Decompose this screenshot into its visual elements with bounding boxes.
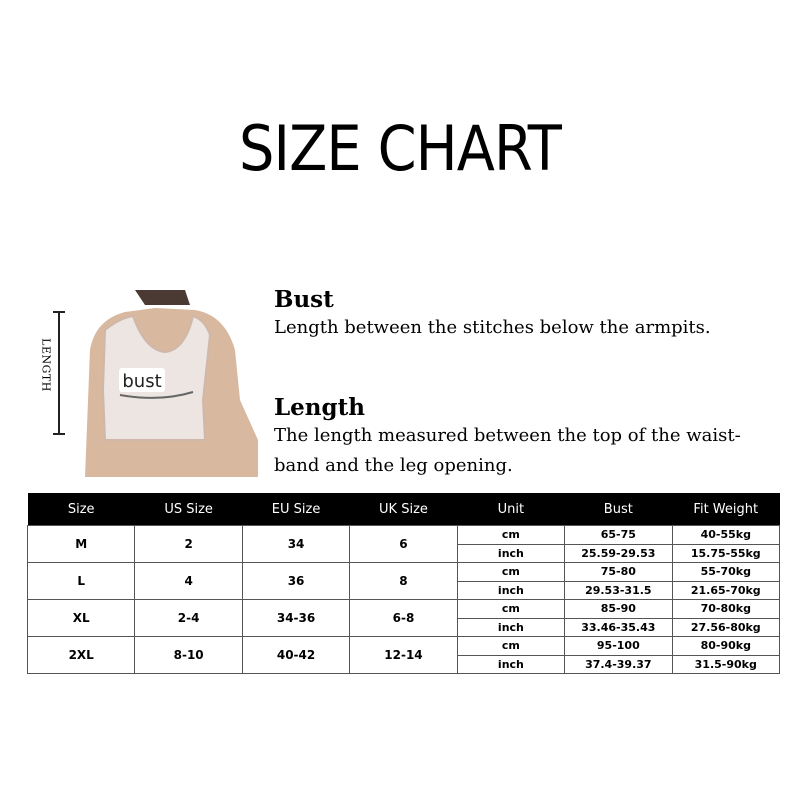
bust-cell: 29.53-31.5: [564, 580, 673, 600]
size-cell: M: [26, 525, 136, 563]
column-header: UK Size: [349, 493, 458, 526]
us-size-cell: 8-10: [134, 636, 243, 674]
product-photo: bust: [75, 290, 258, 477]
column-header: Fit Weight: [672, 493, 780, 526]
length-text-line1: The length measured between the top of t…: [274, 425, 741, 446]
uk-size-cell: 8: [349, 562, 458, 600]
size-cell: L: [26, 562, 136, 600]
unit-cell: cm: [456, 525, 566, 545]
table-row: inch 29.53-31.5 21.65-70kg: [28, 580, 781, 600]
length-heading: Length: [274, 394, 365, 421]
bust-cell: 65-75: [564, 525, 673, 545]
bust-label: bust: [122, 371, 161, 392]
bust-cell: 85-90: [564, 599, 673, 619]
weight-cell: 31.5-90kg: [671, 654, 781, 674]
unit-cell: inch: [456, 617, 566, 637]
column-header: Unit: [457, 493, 565, 526]
column-header: Bust: [564, 493, 673, 526]
size-table: Size US Size EU Size UK Size Unit Bust Fit Wei…: [26, 493, 781, 674]
uk-size-cell: 6-8: [349, 599, 458, 637]
table-row: M 2 34 6 cm 65-75 40-55kg: [26, 525, 781, 563]
size-cell: 2XL: [26, 636, 136, 674]
us-size-cell: 2: [134, 525, 243, 563]
weight-cell: 55-70kg: [671, 562, 781, 582]
column-header: US Size: [134, 493, 243, 526]
bust-heading: Bust: [274, 286, 334, 313]
bust-cell: 95-100: [564, 636, 673, 656]
table-row: inch 37.4-39.37 31.5-90kg: [28, 654, 781, 674]
unit-cell: cm: [456, 636, 566, 656]
bust-cell: 37.4-39.37: [564, 654, 673, 674]
eu-size-cell: 36: [241, 562, 351, 600]
length-text-line2: band and the leg opening.: [274, 455, 513, 476]
unit-cell: inch: [456, 654, 566, 674]
table-row: XL 2-4 34-36 6-8 cm 85-90 70-80kg: [26, 599, 781, 637]
eu-size-cell: 34-36: [241, 599, 351, 637]
unit-cell: cm: [456, 562, 566, 582]
length-measure-line: [53, 311, 65, 435]
eu-size-cell: 40-42: [241, 636, 351, 674]
bust-text: Length between the stitches below the ar…: [274, 317, 711, 338]
bust-cell: 75-80: [564, 562, 673, 582]
table-row: 2XL 8-10 40-42 12-14 cm 95-100 80-90kg: [26, 636, 781, 674]
table-row: inch 25.59-29.53 15.75-55kg: [28, 543, 781, 563]
table-row: L 4 36 8 cm 75-80 55-70kg: [26, 562, 781, 600]
uk-size-cell: 12-14: [349, 636, 458, 674]
size-cell: XL: [26, 599, 136, 637]
weight-cell: 40-55kg: [671, 525, 781, 545]
column-header: EU Size: [242, 493, 350, 526]
column-header: Size: [27, 493, 135, 526]
unit-cell: cm: [456, 599, 566, 619]
us-size-cell: 2-4: [134, 599, 243, 637]
weight-cell: 80-90kg: [671, 636, 781, 656]
weight-cell: 27.56-80kg: [671, 617, 781, 637]
weight-cell: 15.75-55kg: [671, 543, 781, 563]
length-description: Length The length measured between the t…: [274, 394, 741, 481]
weight-cell: 21.65-70kg: [671, 580, 781, 600]
weight-cell: 70-80kg: [671, 599, 781, 619]
unit-cell: inch: [456, 580, 566, 600]
bust-description: Bust Length between the stitches below t…: [274, 286, 711, 343]
bust-cell: 33.46-35.43: [564, 617, 673, 637]
page-title: SIZE CHART: [238, 112, 562, 185]
eu-size-cell: 34: [241, 525, 351, 563]
unit-cell: inch: [456, 543, 566, 563]
us-size-cell: 4: [134, 562, 243, 600]
bust-cell: 25.59-29.53: [564, 543, 673, 563]
uk-size-cell: 6: [349, 525, 458, 563]
length-label: LENGTH: [39, 338, 53, 392]
